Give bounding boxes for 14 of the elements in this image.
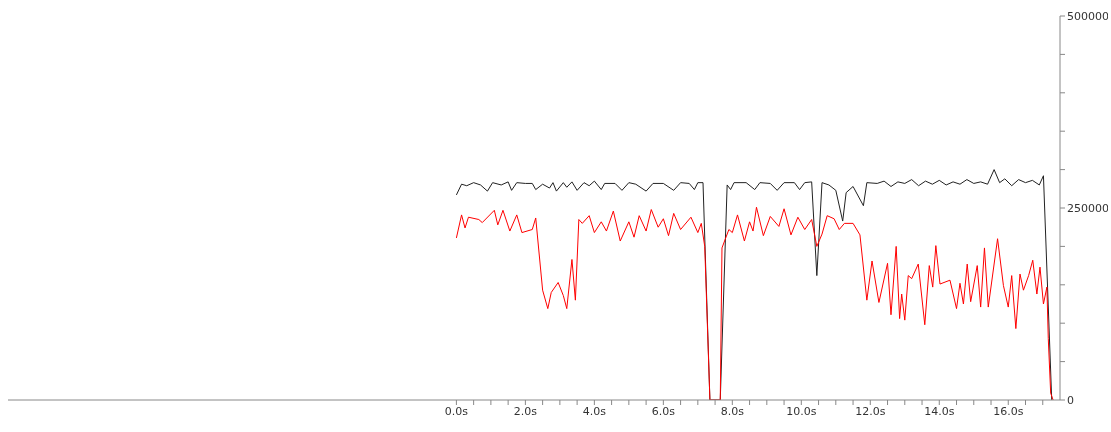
x-tick-label: 10.0s <box>786 404 817 418</box>
y-tick-label: 500000 <box>1067 9 1109 23</box>
x-tick-label: 2.0s <box>513 404 538 418</box>
x-tick-label: 4.0s <box>582 404 607 418</box>
x-tick-label: 14.0s <box>924 404 955 418</box>
line-series <box>455 206 1054 400</box>
x-tick-label: 0.0s <box>444 404 469 418</box>
y-tick-label: 250000 <box>1067 201 1109 215</box>
x-tick-label: 8.0s <box>720 404 745 418</box>
line-series <box>455 169 1053 400</box>
x-tick-label: 12.0s <box>855 404 886 418</box>
x-tick-label: 6.0s <box>651 404 676 418</box>
y-tick-label: 0 <box>1067 393 1074 407</box>
x-tick-label: 16.0s <box>993 404 1024 418</box>
